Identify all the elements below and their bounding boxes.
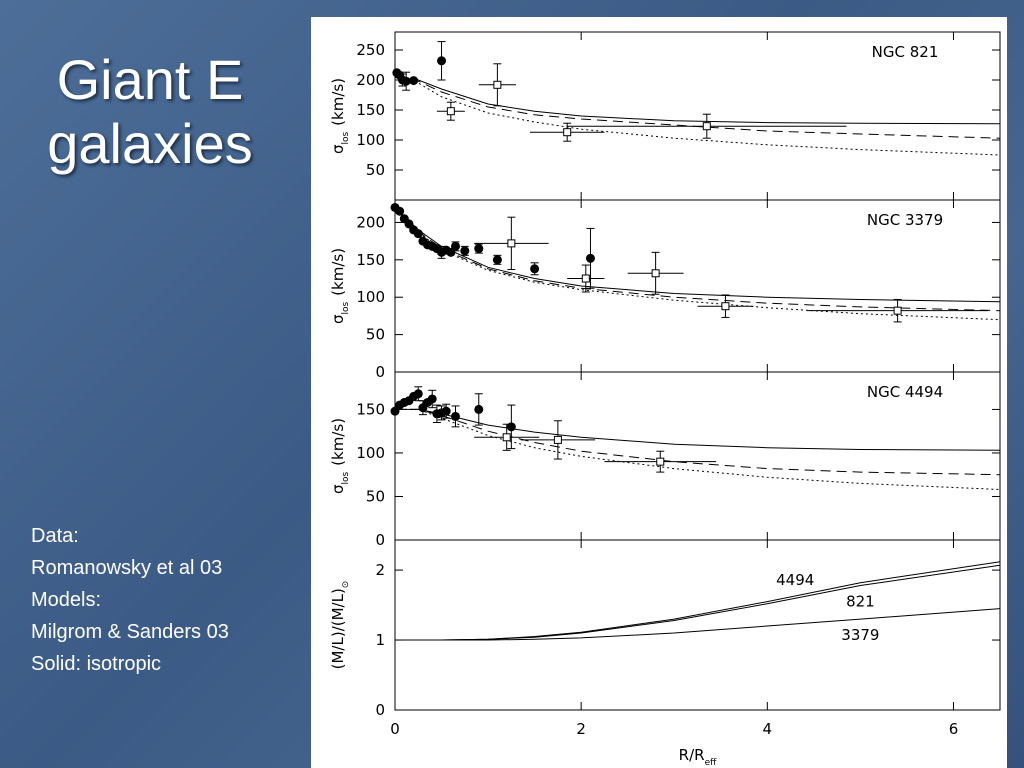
x-axis-label-part: R/R — [679, 746, 705, 764]
square-point — [721, 302, 730, 311]
y-tick-label: 50 — [366, 487, 385, 505]
x-axis-label: R/Reff — [679, 746, 717, 768]
square-point — [581, 274, 590, 283]
y-tick-label: 50 — [366, 326, 385, 344]
panel-annotation: NGC 3379 — [867, 211, 943, 229]
panel-frame — [394, 539, 1001, 711]
note-line: Data: — [31, 525, 79, 547]
circle-point — [395, 206, 405, 216]
y-axis-label: σlos (km/s) — [329, 78, 351, 154]
series-label: 3379 — [841, 626, 879, 644]
note-line: Solid: isotropic — [31, 653, 162, 675]
y-axis-label: (M/L)/(M/L)⊙ — [329, 581, 351, 670]
panel-annotation: NGC 4494 — [867, 383, 943, 401]
circle-point — [530, 264, 540, 274]
square-point — [893, 306, 902, 315]
y-tick-label: 150 — [356, 101, 385, 119]
y-tick-label: 250 — [356, 41, 385, 59]
note-line: Models: — [31, 589, 102, 611]
circle-point — [451, 241, 460, 251]
circle-point — [585, 253, 595, 263]
y-axis-label: σlos (km/s) — [329, 248, 351, 324]
model-curve — [394, 207, 1001, 312]
note-line: Romanowsky et al 03 — [31, 557, 223, 579]
circle-point — [460, 246, 470, 256]
y-axis-label-part: los — [341, 472, 351, 485]
circle-point — [409, 76, 419, 86]
model-curve — [394, 76, 1001, 156]
circle-point — [451, 411, 460, 421]
y-tick-label: 0 — [375, 701, 385, 719]
y-axis-label-part: (km/s) — [329, 248, 347, 296]
circle-point — [437, 56, 447, 66]
y-tick-label: 200 — [356, 71, 385, 89]
circle-point — [474, 404, 484, 414]
y-axis-label-part: (km/s) — [329, 78, 347, 126]
model-curve — [394, 76, 1001, 139]
x-tick-label: 2 — [576, 720, 586, 738]
square-point — [502, 433, 511, 442]
x-tick-label: 6 — [949, 720, 959, 738]
circle-point — [427, 394, 437, 404]
y-axis-label-part: σ — [329, 484, 347, 494]
y-tick-label: 2 — [375, 561, 385, 579]
y-tick-label: 1 — [375, 631, 385, 649]
y-axis-label: σlos (km/s) — [329, 418, 351, 494]
circle-point — [441, 406, 451, 416]
model-curve — [394, 207, 1001, 321]
y-axis-label-part: σ — [329, 144, 347, 154]
circle-point — [474, 244, 484, 254]
model-curve — [395, 608, 1001, 641]
y-axis-label-part: (M/L)/(M/L) — [329, 588, 347, 669]
circle-point — [401, 76, 411, 86]
model-curve — [394, 76, 1001, 125]
circle-point — [492, 255, 502, 265]
circle-point — [506, 422, 516, 432]
square-point — [651, 269, 660, 278]
slide-title: Giant E galaxies — [20, 48, 280, 176]
y-tick-label: 0 — [375, 363, 385, 381]
y-tick-label: 150 — [356, 251, 385, 269]
model-curve — [394, 207, 1001, 303]
y-tick-label: 50 — [366, 161, 385, 179]
y-tick-label: 150 — [356, 400, 385, 418]
square-point — [507, 239, 516, 248]
square-point — [563, 128, 572, 137]
y-tick-label: 100 — [356, 444, 385, 462]
note-line: Milgrom & Sanders 03 — [31, 621, 229, 643]
y-tick-label: 100 — [356, 288, 385, 306]
y-axis-label-part: los — [341, 302, 351, 315]
circle-point — [413, 229, 423, 239]
title-line: Giant E — [56, 48, 244, 111]
square-point — [553, 435, 562, 444]
circle-point — [390, 406, 400, 416]
panel-annotation: NGC 821 — [872, 43, 939, 61]
x-tick-label: 0 — [390, 720, 400, 738]
model-curve — [395, 408, 1001, 490]
y-tick-label: 100 — [356, 131, 385, 149]
title-line: galaxies — [47, 112, 253, 175]
x-tick-label: 4 — [763, 720, 773, 738]
notes: Data: Romanowsky et al 03 Models: Milgro… — [31, 520, 229, 680]
y-axis-label-part: ⊙ — [341, 581, 351, 589]
square-point — [493, 80, 502, 89]
y-tick-label: 200 — [356, 213, 385, 231]
series-label: 4494 — [776, 571, 814, 589]
series-label: 821 — [846, 592, 875, 610]
circle-point — [413, 389, 423, 399]
y-axis-label-part: (km/s) — [329, 418, 347, 466]
square-point — [446, 107, 455, 116]
square-point — [656, 457, 665, 466]
figure-background — [311, 17, 1007, 768]
x-axis-label-part: eff — [705, 758, 718, 768]
square-point — [702, 122, 711, 131]
y-tick-label: 0 — [375, 531, 385, 549]
y-axis-label-part: los — [341, 132, 351, 145]
y-axis-label-part: σ — [329, 314, 347, 324]
